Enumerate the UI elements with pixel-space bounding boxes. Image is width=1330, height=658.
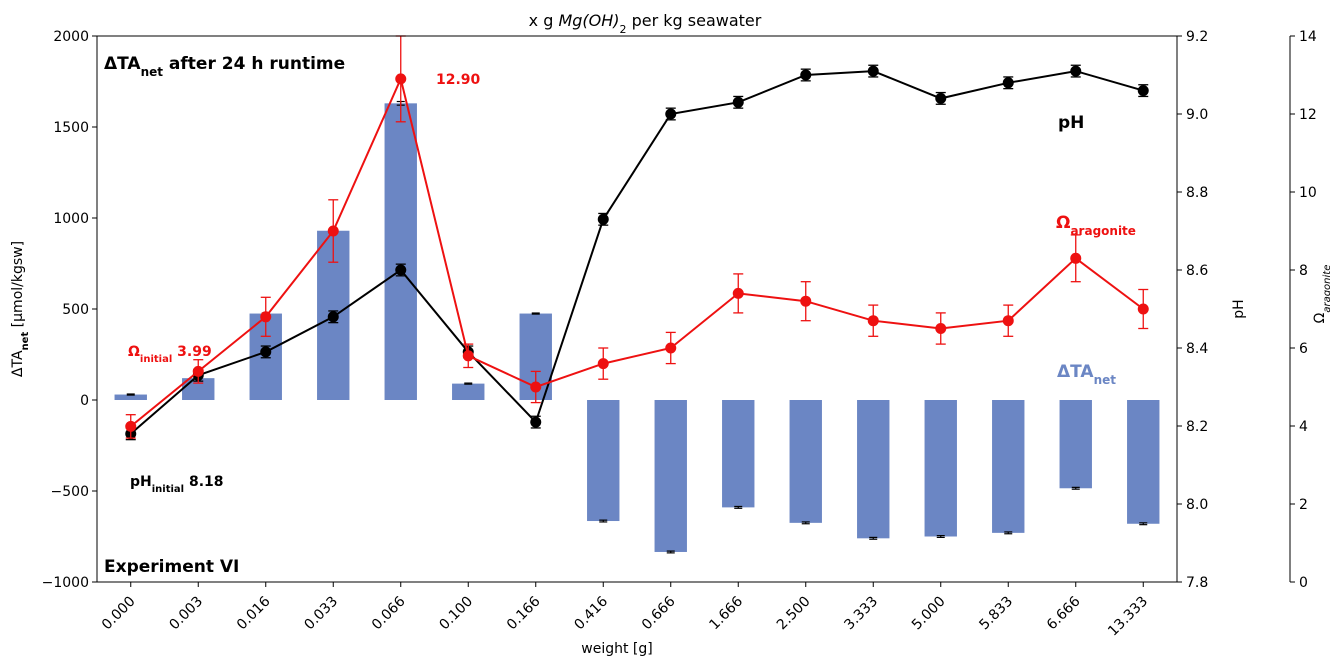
ph-point [800, 69, 812, 81]
ph-point [665, 108, 677, 120]
omega-point [800, 295, 812, 307]
left-tick-label: −500 [51, 484, 89, 500]
omega-tick-label: 4 [1299, 419, 1308, 435]
ph-point [597, 213, 609, 225]
omega-tick-label: 8 [1299, 263, 1308, 279]
left-axis-title: ΔTAnet [µmol/kgsw] [10, 241, 31, 377]
omega-point [260, 311, 272, 323]
bar-ta-net [924, 400, 957, 537]
bar-ta-net [587, 400, 620, 522]
label-ph: pH [1058, 113, 1084, 133]
ph-point [732, 96, 744, 108]
ph-point [867, 65, 879, 77]
omega-point [530, 381, 542, 393]
ph-tick-label: 8.8 [1186, 185, 1208, 201]
omega-tick-label: 0 [1299, 575, 1308, 591]
omega-tick-label: 10 [1299, 185, 1317, 201]
bar-ta-net [654, 400, 687, 552]
ph-tick-label: 8.2 [1186, 419, 1208, 435]
omega-point [1070, 252, 1082, 264]
bar-ta-net [114, 394, 147, 400]
left-tick-label: 2000 [53, 29, 89, 45]
omega-point [867, 315, 879, 327]
ph-point [260, 346, 272, 358]
ph-tick-label: 9.2 [1186, 29, 1208, 45]
ph-tick-label: 8.4 [1186, 341, 1208, 357]
annotation-peak-value: 12.90 [436, 72, 481, 88]
bar-ta-net [1059, 400, 1092, 489]
bar-ta-net [452, 383, 485, 400]
bar-ta-net [992, 400, 1025, 533]
left-tick-label: 1000 [53, 211, 89, 227]
annotation-ph-initial: pHinitial 8.18 [130, 474, 224, 495]
bar-ta-net [1127, 400, 1160, 524]
ph-line [130, 70, 1144, 435]
ph-tick-label: 8.6 [1186, 263, 1208, 279]
omega-point [665, 342, 677, 354]
annotation-omega-initial: Ωinitial 3.99 [128, 344, 212, 365]
omega-axis-title: Ωaragonite [1312, 265, 1330, 324]
omega-point [1137, 303, 1149, 315]
omega-point [1002, 315, 1014, 327]
x-axis-title: weight [g] [581, 641, 652, 657]
annotation-ta-net-runtime: ΔTAnet after 24 h runtime [104, 54, 345, 79]
omega-line [130, 75, 1144, 428]
ph-tick-label: 8.0 [1186, 497, 1208, 513]
omega-point [327, 225, 339, 237]
omega-point [935, 323, 947, 334]
ph-point [530, 416, 542, 428]
ph-point [1137, 85, 1149, 97]
label-omega-aragonite: Ωaragonite [1056, 213, 1136, 238]
left-tick-label: 500 [62, 302, 89, 318]
ph-tick-label: 7.8 [1186, 575, 1208, 591]
left-tick-label: 1500 [53, 120, 89, 136]
omega-point [125, 420, 137, 432]
bar-ta-net [857, 400, 890, 539]
bar-ta-net [789, 400, 822, 523]
omega-point [395, 73, 407, 85]
omega-tick-label: 6 [1299, 341, 1308, 357]
annotation-experiment: Experiment VI [104, 557, 239, 577]
ph-axis-title: pH [1231, 299, 1247, 318]
omega-tick-label: 12 [1299, 107, 1317, 123]
ph-tick-label: 9.0 [1186, 107, 1208, 123]
marks-layer [114, 35, 1160, 554]
ph-point [1002, 77, 1014, 89]
bar-ta-net [722, 400, 755, 508]
omega-tick-label: 14 [1299, 29, 1317, 45]
ph-point [395, 264, 407, 276]
omega-point [462, 350, 474, 362]
left-tick-label: −1000 [42, 575, 89, 591]
ph-point [935, 92, 947, 104]
omega-tick-label: 2 [1299, 497, 1308, 513]
left-tick-label: 0 [80, 393, 89, 409]
ph-point [1070, 65, 1082, 77]
omega-point [732, 287, 744, 299]
ph-point [327, 311, 339, 323]
bar-ta-net [384, 103, 417, 400]
omega-point [597, 358, 609, 370]
label-ta-net: ΔTAnet [1057, 362, 1116, 387]
chart-title: x g Mg(OH)2 per kg seawater [529, 11, 762, 36]
omega-point [192, 365, 204, 377]
